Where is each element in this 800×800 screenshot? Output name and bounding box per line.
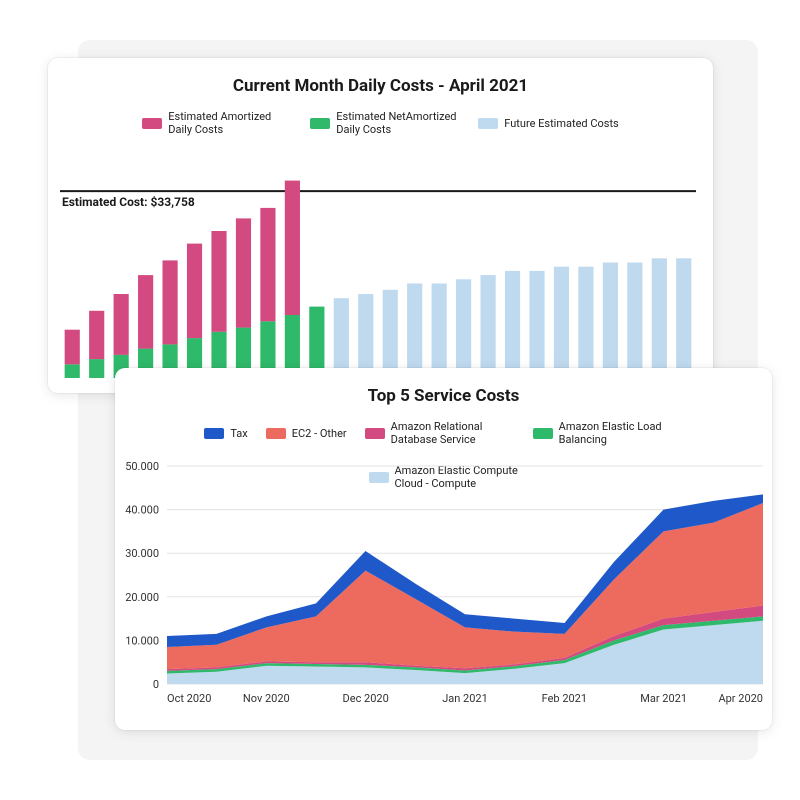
svg-text:0: 0 [153, 678, 159, 691]
service-costs-card: Top 5 Service Costs TaxEC2 - OtherAmazon… [115, 368, 772, 730]
area-chart: 0 10.000 20.000 30.000 40.000 50.000 Oct 2020 N… [115, 368, 767, 718]
svg-text:10.000: 10.000 [125, 634, 159, 647]
estimated-cost-label: Estimated Cost: $33,758 [62, 195, 195, 209]
legend-swatch [142, 118, 162, 129]
daily-costs-card: Current Month Daily Costs - April 2021 E… [48, 58, 713, 393]
svg-text:Feb 2021: Feb 2021 [542, 692, 587, 705]
svg-text:Oct 2020: Oct 2020 [167, 692, 211, 705]
chart-title: Current Month Daily Costs - April 2021 [70, 76, 691, 96]
legend: Estimated Amortized Daily Costs Estimated… [70, 110, 691, 136]
svg-text:Nov 2020: Nov 2020 [243, 692, 290, 705]
legend-swatch [478, 118, 498, 129]
svg-text:Mar 2021: Mar 2021 [640, 692, 687, 705]
legend-label: Future Estimated Costs [504, 117, 618, 130]
svg-text:Dec 2020: Dec 2020 [343, 692, 389, 705]
legend-item: Future Estimated Costs [478, 110, 618, 136]
legend-label: Estimated Amortized Daily Costs [168, 110, 292, 136]
svg-text:20.000: 20.000 [125, 591, 159, 604]
legend-swatch [310, 118, 330, 129]
legend-item: Estimated NetAmortized Daily Costs [310, 110, 460, 136]
svg-text:30.000: 30.000 [125, 547, 159, 560]
svg-text:Jan 2021: Jan 2021 [442, 692, 488, 705]
svg-text:Apr 2020: Apr 2020 [718, 692, 763, 705]
legend-item: Estimated Amortized Daily Costs [142, 110, 292, 136]
legend-label: Estimated NetAmortized Daily Costs [336, 110, 460, 136]
svg-text:50.000: 50.000 [125, 460, 159, 473]
svg-text:40.000: 40.000 [125, 504, 159, 517]
